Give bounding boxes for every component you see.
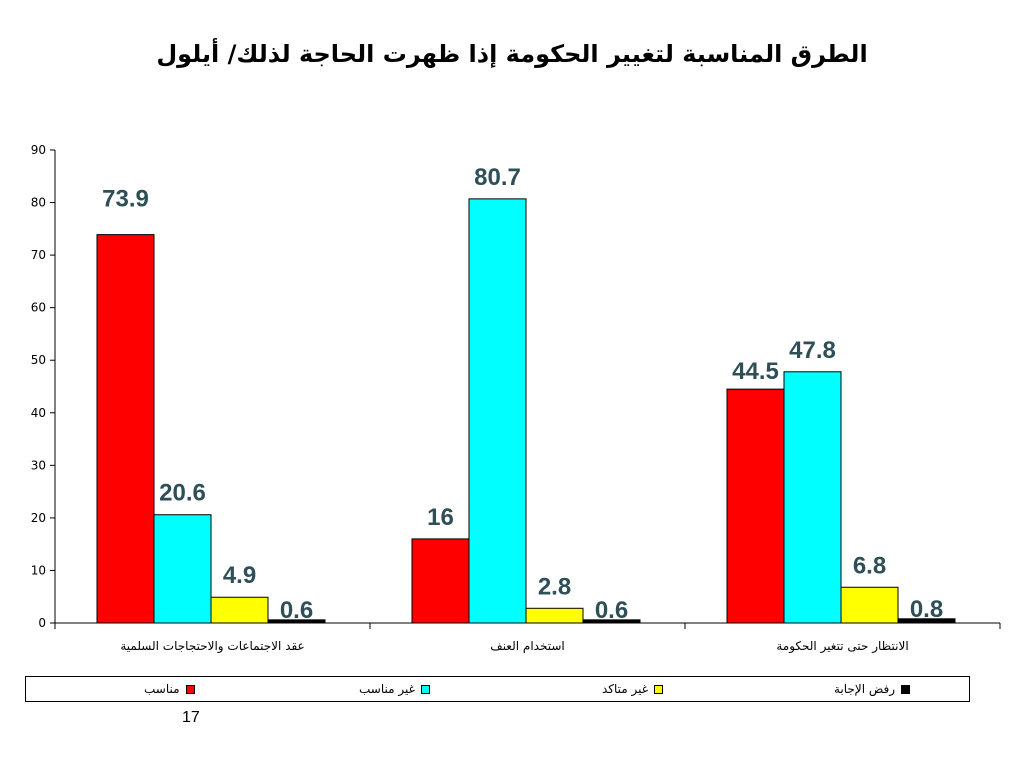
legend-swatch-not-appropriate [420, 684, 430, 694]
y-tick-label: 0 [38, 616, 46, 630]
y-tick-label: 20 [31, 511, 46, 525]
category-label: الانتظار حتى تتغير الحكومة [776, 639, 908, 654]
bar [411, 538, 470, 624]
data-label: 6.8 [853, 552, 886, 579]
data-label: 73.9 [102, 186, 149, 213]
y-tick-label: 60 [31, 301, 46, 315]
legend-swatch-refused [901, 684, 911, 694]
bar [153, 514, 212, 624]
category-label: استخدام العنف [490, 639, 564, 653]
bar [468, 198, 527, 624]
y-tick-label: 40 [31, 406, 46, 420]
legend-item-refused: رفض الإجابة [834, 681, 911, 697]
bar [210, 596, 269, 624]
data-label: 44.5 [732, 358, 779, 385]
data-label: 0.8 [910, 596, 943, 623]
legend-label-refused: رفض الإجابة [834, 682, 896, 696]
data-label: 0.6 [280, 597, 313, 624]
y-tick-label: 90 [31, 143, 46, 157]
chart-title: الطرق المناسبة لتغيير الحكومة إذا ظهرت ا… [156, 40, 868, 68]
y-tick-label: 50 [31, 353, 46, 367]
data-label: 20.6 [159, 480, 206, 507]
bar [840, 586, 899, 624]
bar [96, 234, 155, 624]
bar [783, 371, 842, 624]
category-label: عقد الاجتماعات والاحتجاجات السلمية [120, 639, 304, 654]
bar-chart: 0 10 20 30 40 50 60 70 80 90 عقد الاجتماعات والاحت… [31, 143, 1001, 654]
legend-swatch-appropriate [185, 684, 195, 694]
legend-item-not-sure: غير متاكد [602, 681, 664, 697]
legend-item-not-appropriate: غير مناسب [359, 681, 430, 697]
bar [582, 619, 641, 624]
page-number: 17 [182, 709, 200, 726]
legend-item-appropriate: مناسب [144, 681, 195, 697]
data-label: 47.8 [789, 337, 836, 364]
legend-label-not-appropriate: غير مناسب [359, 682, 415, 696]
data-label: 16 [427, 504, 454, 531]
data-label: 0.6 [595, 597, 628, 624]
data-label: 4.9 [223, 562, 256, 589]
legend-label-not-sure: غير متاكد [602, 682, 649, 696]
legend: مناسب غير مناسب غير متاكد رفض الإجابة [25, 676, 970, 702]
y-tick-label: 30 [31, 458, 46, 472]
legend-swatch-not-sure [654, 684, 664, 694]
bar [726, 388, 785, 624]
y-tick-label: 70 [31, 248, 46, 262]
y-tick-label: 10 [31, 563, 46, 577]
bar [267, 619, 326, 624]
bar [525, 607, 584, 624]
data-label: 80.7 [474, 164, 521, 191]
data-label: 2.8 [538, 573, 571, 600]
bar [897, 618, 956, 624]
y-tick-label: 80 [31, 196, 46, 210]
legend-label-appropriate: مناسب [144, 682, 180, 696]
